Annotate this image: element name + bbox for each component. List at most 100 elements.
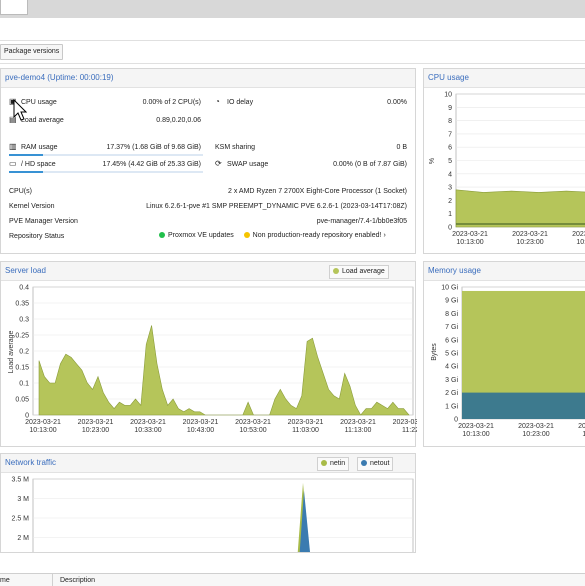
y-tick-label: 1 <box>448 211 452 218</box>
kernel-version-label: Kernel Version <box>9 203 55 210</box>
top-bar-tab[interactable] <box>0 0 28 15</box>
server-load-panel: Server load Load average 0.4 0.35 0.3 0.25 0… <box>0 261 417 447</box>
hd-space-bar <box>9 171 203 173</box>
cpu-usage-panel: CPU usage 10 9 8 7 6 5 4 3 2 1 0% 2023-03-21 10:13:0… <box>423 68 585 254</box>
ram-usage-bar-fill <box>9 154 43 156</box>
column-description-header[interactable]: Description <box>60 577 96 584</box>
ram-usage-label: RAM usage <box>21 144 58 151</box>
network-traffic-title: Network traffic <box>1 454 415 473</box>
y-tick-label: 3 M <box>17 496 29 503</box>
load-average-value: 0.89,0.20,0.06 <box>156 117 201 124</box>
x-tick-label: 2023-03-21 <box>78 419 114 426</box>
y-tick-label: 5 Gi <box>445 351 458 358</box>
legend-netin[interactable]: netin <box>317 457 350 471</box>
x-tick-label: 2023-03-21 <box>130 419 166 426</box>
netout-spike <box>299 490 311 552</box>
hd-space-bar-fill <box>9 171 43 173</box>
y-tick-label: 0 <box>454 417 458 424</box>
network-traffic-panel: Network traffic netin netout 3.5 M 3 M 2.5… <box>0 453 416 553</box>
x-tick-label: 10:13:00 <box>456 239 483 246</box>
pve-manager-version-label: PVE Manager Version <box>9 218 78 225</box>
check-circle-icon <box>159 232 165 238</box>
hd-space-label: / HD space <box>21 161 56 168</box>
summary-panel: pve-demo4 (Uptime: 00:00:19) ▣ CPU usage… <box>0 68 416 254</box>
x-tick-label: 10:43:00 <box>187 427 214 434</box>
ram-usage-value: 17.37% (1.68 GiB of 9.68 GiB) <box>106 144 201 151</box>
load-average-area <box>38 325 410 416</box>
x-tick-label: 11:03:00 <box>292 427 319 434</box>
server-load-title: Server load <box>1 262 415 281</box>
cpu-usage-value: 0.00% of 2 CPU(s) <box>142 99 201 106</box>
x-tick-label: 2023-03-21 <box>518 423 554 430</box>
hd-space-value: 17.45% (4.42 GiB of 25.33 GiB) <box>102 161 201 168</box>
x-tick-label: 11:13:00 <box>345 427 372 434</box>
y-tick-label: 2 <box>448 198 452 205</box>
kernel-version-value: Linux 6.2.6-1-pve #1 SMP PREEMPT_DYNAMIC… <box>146 203 407 210</box>
column-name-header[interactable]: me <box>0 577 10 584</box>
y-tick-label: 0.05 <box>15 397 29 404</box>
legend-load-average[interactable]: Load average <box>329 265 389 279</box>
memory-icon: ▥ <box>9 142 17 151</box>
chevron-right-icon: › <box>383 232 386 239</box>
y-axis-label: % <box>429 158 436 164</box>
swap-usage-value: 0.00% (0 B of 7.87 GiB) <box>333 161 407 168</box>
io-delay-value: 0.00% <box>387 99 407 106</box>
repository-status-label: Repository Status <box>9 233 65 240</box>
y-tick-label: 3.5 M <box>11 477 29 484</box>
y-tick-label: 2 M <box>17 535 29 542</box>
x-tick-label: 2023-03-21 <box>578 423 585 430</box>
package-versions-button[interactable]: Package versions <box>0 44 64 60</box>
y-tick-label: 0.1 <box>19 381 29 388</box>
y-tick-label: 0.4 <box>19 285 29 292</box>
cpu-usage-label: CPU usage <box>21 99 57 106</box>
x-tick-label: 10:13:00 <box>29 427 56 434</box>
y-tick-label: 3 <box>448 185 452 192</box>
legend-netout[interactable]: netout <box>357 457 394 471</box>
grid-header: me Description <box>0 573 585 586</box>
server-load-chart: 0.4 0.35 0.3 0.25 0.2 0.15 0.1 0.05 0 Load averag… <box>8 285 417 435</box>
legend-swatch <box>321 460 327 466</box>
warning-circle-icon <box>243 232 250 238</box>
clock-icon: ◔ <box>215 97 220 106</box>
x-tick-label: 2023-03-21 <box>288 419 324 426</box>
x-tick-label: 2023-03-21 <box>235 419 271 426</box>
y-tick-label: 0.3 <box>19 317 29 324</box>
x-tick-label: 2023-03-21 <box>572 231 585 238</box>
legend-swatch <box>361 460 367 466</box>
y-tick-label: 2.5 M <box>11 516 29 523</box>
io-delay-label: IO delay <box>227 99 254 106</box>
y-tick-label: 9 <box>448 105 452 112</box>
summary-title: pve-demo4 (Uptime: 00:00:19) <box>1 69 415 88</box>
cpus-label: CPU(s) <box>9 188 32 195</box>
x-tick-label: 2023-03-21 <box>452 231 488 238</box>
y-tick-label: 8 Gi <box>445 311 458 318</box>
legend-load-average-label: Load average <box>342 268 385 275</box>
x-tick-label: 10:53:00 <box>239 427 266 434</box>
memory-chart-title: Memory usage <box>424 262 585 281</box>
y-tick-label: 0.35 <box>15 301 29 308</box>
network-traffic-chart: 3.5 M 3 M 2.5 M 2 M <box>11 477 414 552</box>
x-tick-label: 10:33:00 <box>134 427 161 434</box>
y-tick-label: 0 <box>25 413 29 420</box>
cpu-usage-chart: 109876543210%2023-03-2110:13:002023-03-2… <box>429 92 585 246</box>
plot-area <box>32 478 414 552</box>
x-tick-label: 2023-03-21 <box>458 423 494 430</box>
y-tick-label: 1 Gi <box>445 403 458 410</box>
y-tick-label: 7 Gi <box>445 324 458 331</box>
cpu-usage-area <box>455 189 585 228</box>
y-tick-label: 0.2 <box>19 349 29 356</box>
x-tick-label: 10:33:00 <box>576 239 585 246</box>
x-tick-label: 10:23:00 <box>522 431 549 438</box>
column-divider <box>52 574 53 586</box>
y-tick-label: 7 <box>448 131 452 138</box>
y-axis-label: Bytes <box>431 343 438 361</box>
refresh-icon: ⟳ <box>215 159 222 168</box>
y-tick-label: 0 <box>448 225 452 232</box>
ksm-sharing-label: KSM sharing <box>215 144 256 151</box>
x-tick-label: 2023-03-21 <box>393 419 417 426</box>
x-tick-label: 2023-03-21 <box>340 419 376 426</box>
legend-swatch <box>333 268 339 274</box>
y-tick-label: 4 <box>448 171 452 178</box>
y-tick-label: 9 Gi <box>445 298 458 305</box>
repository-status-value[interactable]: Proxmox VE updates Non production-ready … <box>159 232 386 239</box>
